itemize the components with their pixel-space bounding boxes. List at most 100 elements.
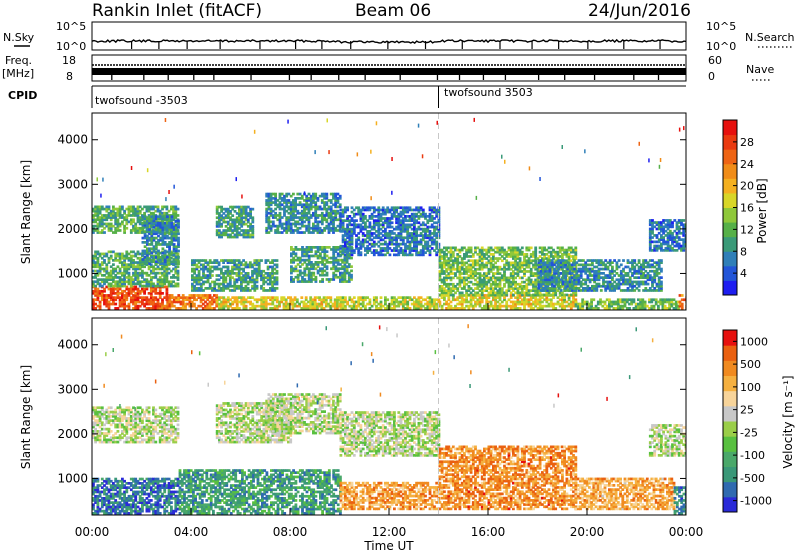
heatmap-cell (509, 307, 513, 310)
heatmap-cell (507, 255, 511, 258)
heatmap-cell (208, 259, 212, 262)
heatmap-cell (255, 269, 259, 273)
heatmap-cell (419, 206, 423, 210)
heatmap-cell (177, 249, 180, 253)
heatmap-cell (329, 222, 333, 226)
heatmap-cell (96, 222, 100, 226)
heatmap-cell (158, 280, 162, 284)
heatmap-cell (388, 234, 392, 237)
heatmap-cell (445, 259, 448, 263)
heatmap-cell (265, 220, 269, 224)
heatmap-cell (424, 240, 427, 244)
heatmap-cell (523, 280, 526, 284)
heatmap-cell (141, 262, 145, 266)
heatmap-cell (206, 307, 210, 310)
heatmap-cell (96, 256, 100, 260)
heatmap-cell (213, 284, 217, 288)
heatmap-cell (165, 269, 169, 273)
heatmap-cell (206, 280, 210, 284)
heatmap-cell (368, 208, 372, 212)
heatmap-cell (158, 294, 162, 297)
heatmap-cell (325, 207, 329, 211)
heatmap-cell (352, 215, 356, 218)
heatmap-cell (177, 260, 180, 263)
heatmap-cell (430, 206, 434, 210)
heatmap-cell (218, 302, 221, 306)
heatmap-cell (321, 248, 324, 251)
heatmap-cell (641, 302, 645, 306)
heatmap-cell (290, 252, 293, 256)
heatmap-cell (152, 247, 156, 251)
heatmap-cell (163, 258, 167, 261)
heatmap-cell (96, 207, 100, 211)
heatmap-cell (471, 263, 475, 267)
heatmap-cell (397, 236, 401, 240)
heatmap-cell (336, 275, 340, 279)
heatmap-cell (480, 280, 484, 284)
heatmap-cell (289, 300, 293, 304)
heatmap-cell (323, 254, 327, 258)
heatmap-cell (163, 282, 167, 286)
heatmap-cell (465, 267, 468, 271)
heatmap-cell (253, 272, 257, 275)
heatmap-cell (294, 203, 297, 207)
heatmap-cell (413, 236, 416, 240)
heatmap-cell (438, 274, 442, 277)
heatmap-cell (213, 259, 217, 262)
heatmap-cell (494, 282, 497, 286)
heatmap-cell (574, 302, 578, 306)
heatmap-cell (233, 300, 237, 304)
heatmap-cell (381, 234, 385, 237)
heatmap-cell (426, 227, 430, 231)
heatmap-cell (235, 272, 239, 275)
heatmap-cell (269, 199, 273, 202)
heatmap-cell (469, 248, 473, 252)
heatmap-cell (419, 302, 423, 306)
heatmap-cell (661, 302, 665, 306)
heatmap-cell (639, 304, 642, 308)
heatmap-cell (121, 214, 124, 217)
heatmap-cell (390, 298, 394, 302)
heatmap-cell (307, 300, 310, 304)
heatmap-cell (364, 221, 367, 225)
heatmap-cell (251, 229, 255, 232)
heatmap-cell (332, 218, 335, 222)
heatmap-cell (172, 267, 175, 271)
heatmap-cell (129, 209, 133, 213)
heatmap-cell (248, 280, 252, 284)
heatmap-cell (503, 270, 506, 273)
heatmap-cell (401, 253, 405, 257)
heatmap-cell (129, 265, 133, 269)
heatmap-cell (206, 304, 210, 308)
heatmap-cell (415, 208, 418, 212)
heatmap-cell (267, 207, 271, 211)
heatmap-cell (463, 263, 466, 267)
heatmap-cell (447, 307, 451, 310)
heatmap-cell (474, 304, 477, 308)
nsky-dips (131, 41, 661, 49)
heatmap-cell (344, 230, 347, 233)
heatmap-cell (300, 307, 304, 310)
heatmap-cell (278, 194, 282, 198)
heatmap-cell (469, 300, 473, 304)
heatmap-cell (438, 293, 442, 297)
heatmap-cell (255, 276, 259, 279)
heatmap-cell (301, 250, 304, 253)
heatmap-cell (157, 249, 160, 253)
heatmap-cell (507, 289, 511, 292)
heatmap-cell (361, 234, 365, 237)
heatmap-cell (197, 261, 201, 264)
heatmap-cell (339, 225, 343, 229)
heatmap-cell (136, 209, 140, 213)
heatmap-cell (199, 287, 203, 290)
heatmap-cell (395, 298, 398, 302)
heatmap-cell (109, 224, 113, 228)
heatmap-cell (399, 242, 403, 246)
heatmap-cell (370, 215, 374, 218)
heatmap-cell (235, 296, 239, 299)
heatmap-cell (100, 298, 104, 302)
heatmap-cell (516, 298, 520, 302)
heatmap-cell (226, 304, 230, 308)
heatmap-cell (336, 229, 340, 232)
heatmap-cell (467, 285, 471, 288)
